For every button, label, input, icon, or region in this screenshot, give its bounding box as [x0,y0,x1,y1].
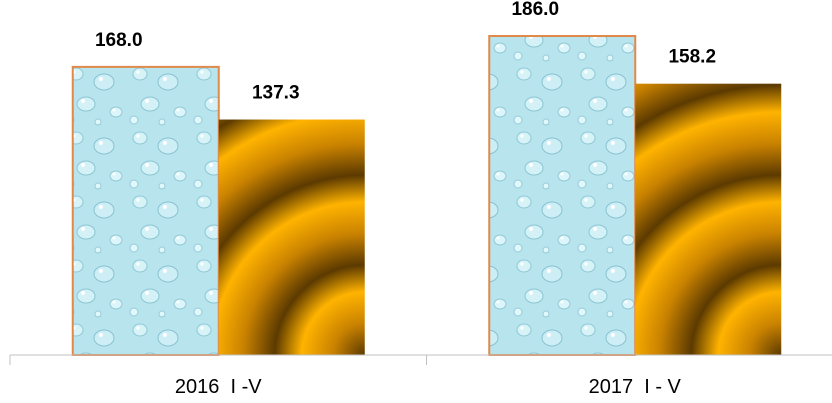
category-label: 2017 I - V [589,376,682,398]
data-label: 168.0 [95,30,143,51]
x-axis-ticks: 2016 I -V 2017 I - V [9,355,682,398]
data-label: 158.2 [668,47,716,68]
bar-series-2-2 [635,83,782,355]
data-label: 137.3 [252,83,300,104]
bar-series-2-1 [218,119,365,355]
data-label: 186.0 [511,0,559,20]
bar-series-1-1 [71,65,220,356]
data-labels: 168.0 137.3 186.0 158.2 [95,0,716,104]
bars-group [71,35,782,356]
bar-series-1-2 [488,35,637,356]
category-label: 2016 I -V [175,376,262,398]
